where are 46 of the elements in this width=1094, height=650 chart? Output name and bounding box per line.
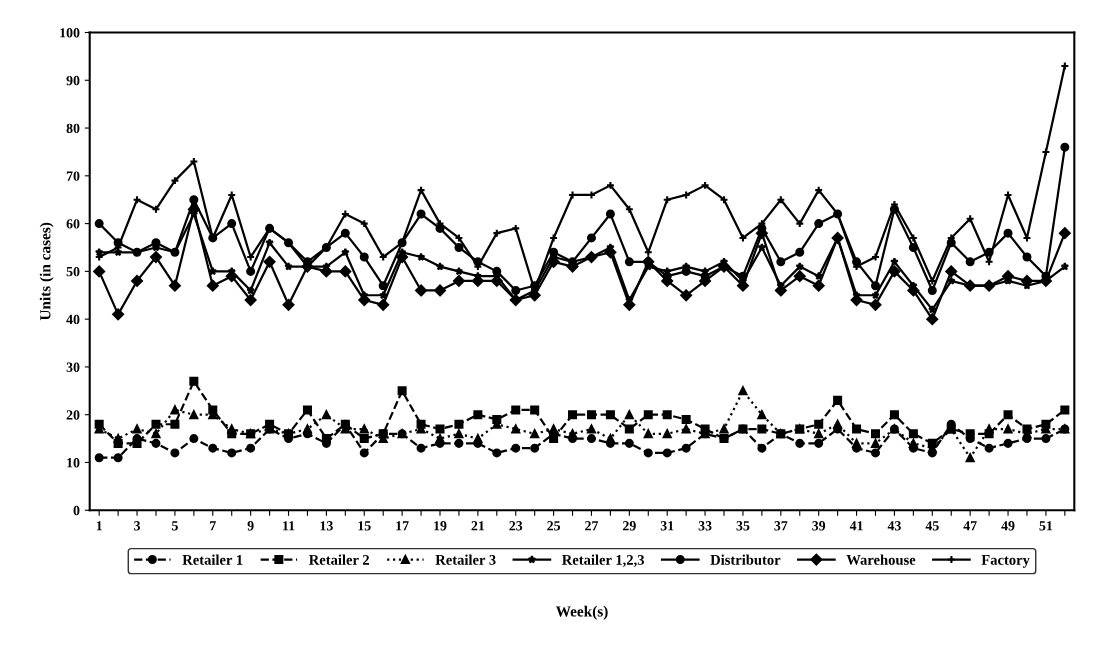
x-tick-label: 41 — [849, 521, 863, 531]
x-tick-label: 39 — [812, 521, 826, 531]
y-tick-label: 60 — [66, 219, 80, 229]
x-tick-label: 13 — [320, 521, 333, 531]
y-tick-label: 40 — [66, 314, 80, 325]
x-tick-label: 25 — [547, 521, 561, 531]
y-tick-label: 70 — [66, 171, 80, 181]
x-tick-label: 15 — [358, 521, 371, 531]
y-tick-label: 50 — [66, 266, 80, 277]
x-tick-label: 29 — [622, 521, 636, 531]
y-tick-label: 20 — [66, 410, 80, 420]
x-tick-label: 5 — [172, 521, 178, 531]
legend-label: Factory — [981, 555, 1030, 568]
x-tick-label: 33 — [698, 521, 712, 531]
legend-label: Retailer 3 — [435, 554, 496, 565]
legend-label: Retailer 1 — [182, 554, 243, 565]
x-tick-label: 19 — [434, 521, 447, 531]
y-tick-label: 80 — [66, 123, 80, 134]
x-tick-label: 9 — [247, 521, 254, 531]
y-tick-label: 90 — [66, 75, 80, 86]
x-tick-label: 51 — [1039, 521, 1053, 531]
x-tick-label: 3 — [134, 521, 141, 531]
y-tick-label: 0 — [73, 505, 80, 516]
legend-label: Retailer 1,2,3 — [562, 554, 645, 567]
x-tick-label: 11 — [283, 521, 295, 531]
x-tick-label: 37 — [774, 521, 788, 531]
x-tick-label: 23 — [509, 521, 523, 531]
x-tick-label: 7 — [210, 521, 216, 531]
x-tick-label: 21 — [471, 521, 485, 531]
y-tick-label: 30 — [66, 362, 80, 372]
legend-label: Warehouse — [846, 554, 916, 565]
x-tick-label: 43 — [887, 521, 901, 531]
x-tick-label: 17 — [396, 521, 409, 531]
x-tick-label: 35 — [736, 521, 750, 531]
y-tick-label: 100 — [60, 28, 80, 38]
x-tick-label: 49 — [1001, 521, 1015, 531]
x-tick-label: 1 — [96, 521, 102, 531]
x-tick-label: 27 — [585, 521, 599, 531]
legend-label: Retailer 2 — [309, 554, 370, 565]
x-axis-title: Week(s) — [555, 605, 608, 620]
y-axis-title: Units (in cases) — [39, 222, 54, 321]
legend-label: Distributor — [710, 554, 781, 565]
y-tick-label: 10 — [67, 458, 80, 468]
x-tick-label: 45 — [925, 521, 939, 531]
x-tick-label: 47 — [963, 521, 977, 531]
x-tick-label: 31 — [660, 521, 674, 531]
